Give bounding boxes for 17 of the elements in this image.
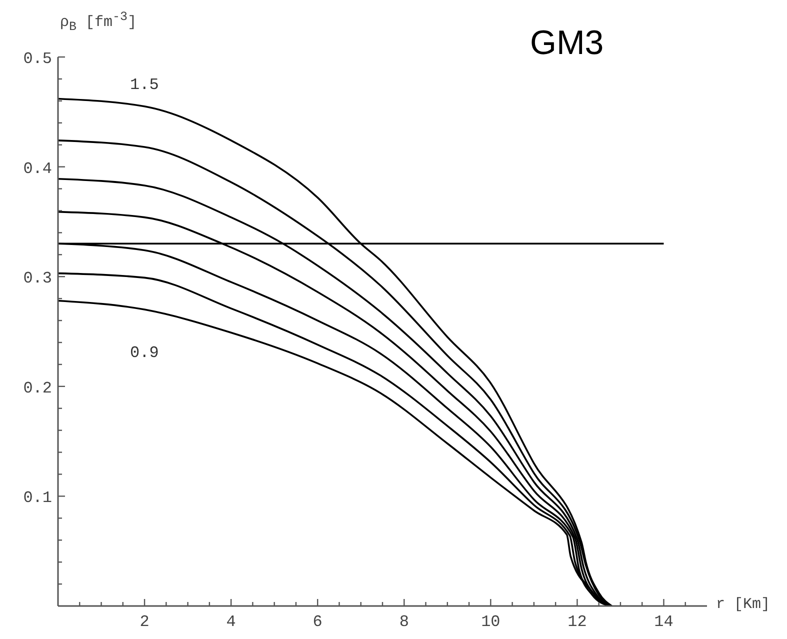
x-tick-label: 6 — [312, 613, 322, 631]
y-tick-label: 0.2 — [23, 379, 52, 398]
y-tick-label: 0.3 — [23, 270, 52, 288]
annotation: 0.9 — [130, 344, 159, 362]
y-tick-label: 0.5 — [23, 50, 52, 68]
x-tick-label: 2 — [140, 613, 150, 631]
y-axis-title: ρ$_{B}$ [fm$^{-3}$] — [60, 10, 137, 34]
y-tick-label: 0.4 — [23, 160, 52, 178]
x-tick-label: 8 — [399, 613, 409, 631]
x-tick-label: 4 — [226, 613, 236, 631]
x-tick-label: 12 — [568, 613, 587, 631]
x-tick-label: 10 — [481, 613, 500, 631]
annotation: GM3 — [530, 24, 604, 63]
annotation: 1.5 — [130, 76, 159, 94]
x-tick-label: 14 — [654, 613, 674, 631]
x-axis-title: r [Km] — [716, 596, 770, 613]
y-tick-label: 0.1 — [23, 489, 52, 508]
